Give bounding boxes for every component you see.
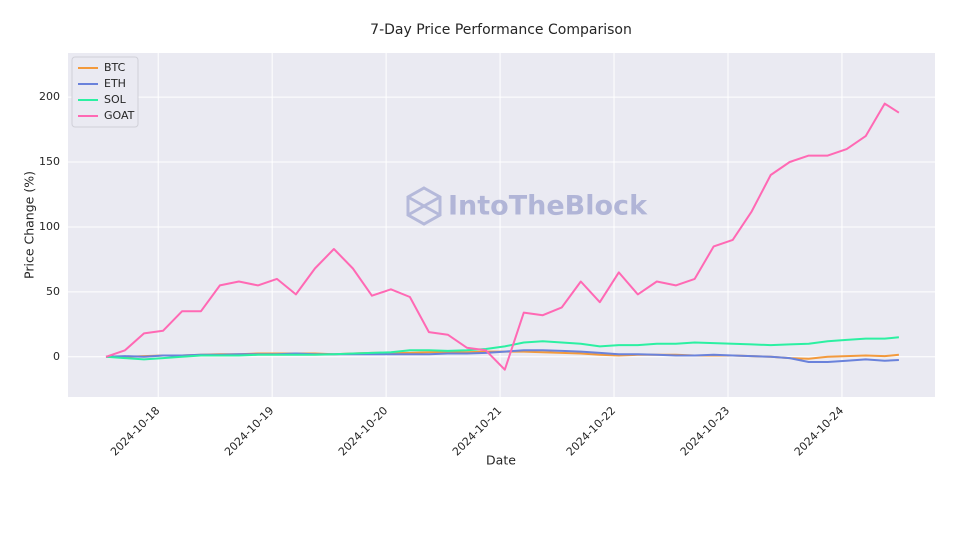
legend-label: GOAT [104,109,135,122]
legend: BTC ETH SOL GOAT [71,56,139,128]
x-tick-label: 2024-10-21 [450,404,504,458]
y-tick-label: 100 [39,220,60,233]
chart-title: 7-Day Price Performance Comparison [370,22,632,38]
watermark-logo [406,186,442,226]
y-tick-label: 150 [39,155,60,168]
y-tick-label: 50 [46,285,60,298]
x-tick-label: 2024-10-20 [336,404,390,458]
x-tick-label: 2024-10-22 [564,404,618,458]
series-line [105,102,900,371]
plot-area [68,53,935,397]
x-tick-label: 2024-10-18 [108,404,162,458]
legend-label: BTC [104,61,126,74]
watermark: IntoTheBlock [448,191,648,222]
y-tick-label: 200 [39,90,60,103]
x-tick-label: 2024-10-24 [792,404,846,458]
series-line [105,349,899,363]
lines [105,102,900,371]
legend-label: SOL [104,93,127,106]
x-axis-label: Date [486,453,516,468]
grid [68,53,935,397]
y-axis-label: Price Change (%) [22,171,37,279]
legend-label: ETH [104,77,126,90]
x-tick-label: 2024-10-23 [678,404,732,458]
x-tick-label: 2024-10-19 [222,404,276,458]
legend-box [71,56,139,128]
y-tick-label: 0 [53,350,60,363]
series-line [105,336,899,361]
